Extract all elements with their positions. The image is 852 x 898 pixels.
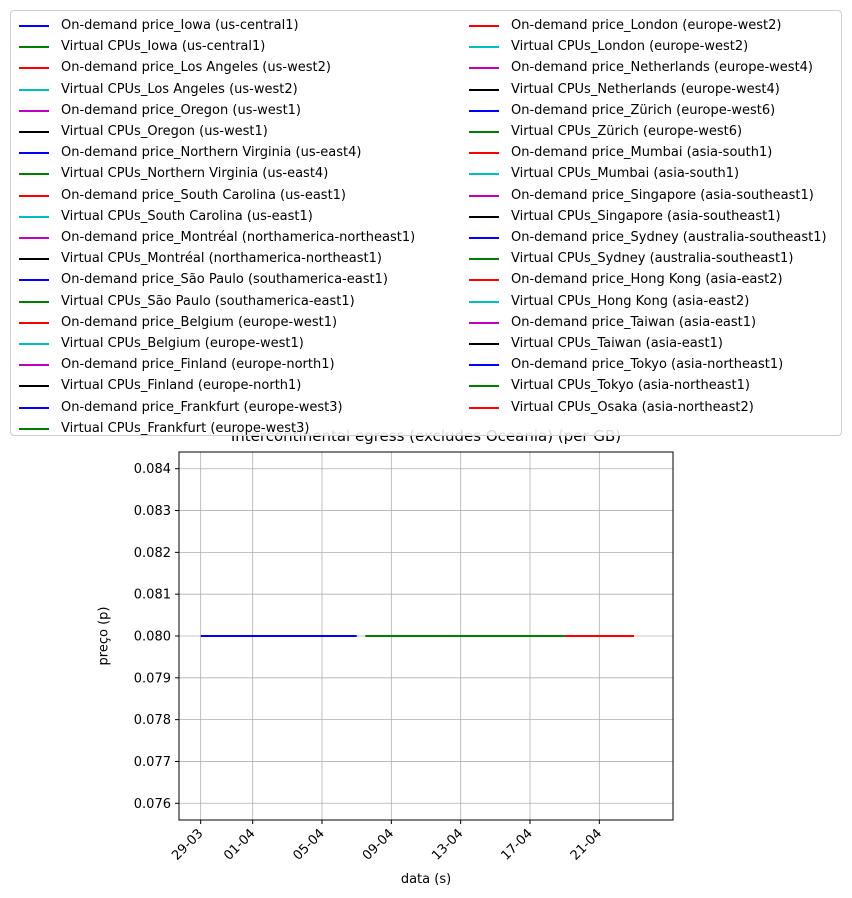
legend-swatch — [469, 46, 499, 49]
y-tick-label: 0.079 — [134, 671, 171, 686]
legend-label: Virtual CPUs_São Paulo (southamerica-eas… — [61, 293, 355, 309]
legend-swatch — [19, 109, 49, 112]
legend-label: Virtual CPUs_Finland (europe-north1) — [61, 378, 302, 394]
legend-label: On-demand price_Tokyo (asia-northeast1) — [511, 357, 784, 373]
legend-label: Virtual CPUs_Frankfurt (europe-west3) — [61, 420, 310, 436]
legend-swatch — [469, 173, 499, 176]
legend-label: Virtual CPUs_Northern Virginia (us-east4… — [61, 166, 329, 182]
y-tick-label: 0.078 — [134, 713, 171, 728]
legend-swatch — [469, 131, 499, 133]
y-tick-label: 0.081 — [134, 588, 171, 603]
legend-label: Virtual CPUs_South Carolina (us-east1) — [61, 208, 313, 224]
legend-swatch — [19, 152, 49, 155]
x-tick-label: 01-04 — [221, 826, 258, 863]
legend-label: On-demand price_Oregon (us-west1) — [61, 102, 302, 118]
legend-swatch — [19, 46, 49, 49]
legend-label: Virtual CPUs_Los Angeles (us-west2) — [61, 81, 298, 97]
x-tick-label: 09-04 — [360, 826, 397, 863]
legend-label: Virtual CPUs_Tokyo (asia-northeast1) — [511, 378, 750, 394]
legend-swatch — [19, 300, 49, 303]
legend-swatch — [469, 152, 499, 155]
legend-swatch — [469, 25, 499, 27]
legend-label: On-demand price_Iowa (us-central1) — [61, 18, 299, 33]
legend-label: On-demand price_Netherlands (europe-west… — [511, 60, 814, 76]
legend-label: On-demand price_Hong Kong (asia-east2) — [511, 272, 783, 288]
legend: On-demand price_Iowa (us-central1) Virtua… — [10, 10, 842, 436]
legend-swatch — [469, 279, 499, 282]
legend-swatch — [469, 194, 499, 197]
legend-swatch — [469, 88, 499, 91]
legend-swatch — [19, 215, 49, 218]
legend-swatch — [469, 67, 499, 70]
legend-label: Virtual CPUs_Oregon (us-west1) — [61, 124, 268, 139]
legend-swatch — [469, 406, 499, 409]
legend-label: On-demand price_Sydney (australia-southe… — [511, 230, 827, 245]
legend-label: On-demand price_Mumbai (asia-south1) — [511, 145, 773, 161]
x-tick-label: 29-03 — [169, 826, 206, 863]
legend-label: On-demand price_Montréal (northamerica-n… — [61, 230, 416, 245]
legend-label: On-demand price_Belgium (europe-west1) — [61, 314, 338, 330]
legend-label: Virtual CPUs_Osaka (asia-northeast2) — [511, 399, 754, 415]
legend-label: On-demand price_Frankfurt (europe-west3) — [61, 399, 343, 415]
legend-label: Virtual CPUs_Taiwan (asia-east1) — [511, 336, 723, 351]
legend-label: On-demand price_London (europe-west2) — [511, 18, 782, 33]
legend-swatch — [19, 67, 49, 70]
y-tick-label: 0.083 — [134, 504, 171, 519]
legend-swatch — [19, 258, 49, 261]
y-tick-label: 0.080 — [134, 630, 171, 645]
legend-label: On-demand price_São Paulo (southamerica-… — [61, 272, 388, 288]
x-tick-label: 17-04 — [499, 826, 536, 863]
legend-label: Virtual CPUs_Hong Kong (asia-east2) — [511, 293, 750, 309]
legend-swatch — [19, 25, 49, 27]
x-axis-label: data (s) — [400, 872, 452, 887]
legend-swatch — [469, 321, 499, 324]
legend-label: Virtual CPUs_Zürich (europe-west6) — [511, 124, 743, 139]
y-tick-label: 0.076 — [134, 797, 171, 812]
legend-label: Virtual CPUs_Mumbai (asia-south1) — [511, 166, 740, 182]
legend-swatch — [19, 131, 49, 133]
legend-swatch — [469, 300, 499, 303]
x-tick-label: 05-04 — [291, 826, 328, 863]
legend-swatch — [19, 194, 49, 197]
legend-label: Virtual CPUs_Belgium (europe-west1) — [61, 336, 304, 351]
y-axis-label: preço (p) — [96, 606, 112, 666]
y-tick-label: 0.077 — [134, 755, 171, 770]
legend-label: Virtual CPUs_Sydney (australia-southeast… — [511, 251, 794, 267]
legend-swatch — [19, 237, 49, 239]
legend-swatch — [469, 215, 499, 218]
legend-label: On-demand price_Taiwan (asia-east1) — [511, 314, 757, 330]
legend-swatch — [469, 237, 499, 239]
legend-swatch — [469, 258, 499, 261]
legend-swatch — [469, 109, 499, 112]
legend-swatch — [469, 343, 499, 345]
legend-label: On-demand price_Singapore (asia-southeas… — [511, 187, 814, 203]
legend-label: Virtual CPUs_Iowa (us-central1) — [61, 39, 266, 55]
legend-swatch — [19, 88, 49, 91]
x-tick-label: 21-04 — [568, 826, 605, 863]
legend-label: On-demand price_Los Angeles (us-west2) — [61, 60, 331, 76]
legend-swatch — [469, 385, 499, 388]
y-tick-label: 0.084 — [134, 462, 171, 477]
legend-label: On-demand price_Finland (europe-north1) — [61, 357, 335, 373]
legend-swatch — [19, 364, 49, 367]
legend-swatch — [19, 321, 49, 324]
legend-swatch — [19, 279, 49, 282]
legend-label: Virtual CPUs_Montréal (northamerica-nort… — [61, 251, 382, 267]
x-tick-label: 13-04 — [429, 826, 466, 863]
legend-label: Virtual CPUs_Netherlands (europe-west4) — [511, 81, 780, 97]
legend-swatch — [19, 173, 49, 176]
legend-swatch — [19, 406, 49, 409]
legend-swatch — [469, 364, 499, 367]
legend-swatch — [19, 343, 49, 345]
y-tick-label: 0.082 — [134, 546, 171, 561]
legend-swatch — [19, 427, 49, 430]
legend-label: On-demand price_Zürich (europe-west6) — [511, 102, 776, 118]
legend-label: On-demand price_South Carolina (us-east1… — [61, 187, 347, 203]
legend-label: Virtual CPUs_London (europe-west2) — [511, 39, 749, 55]
legend-label: Virtual CPUs_Singapore (asia-southeast1) — [511, 208, 781, 224]
legend-label: On-demand price_Northern Virginia (us-ea… — [61, 145, 362, 161]
legend-swatch — [19, 385, 49, 388]
